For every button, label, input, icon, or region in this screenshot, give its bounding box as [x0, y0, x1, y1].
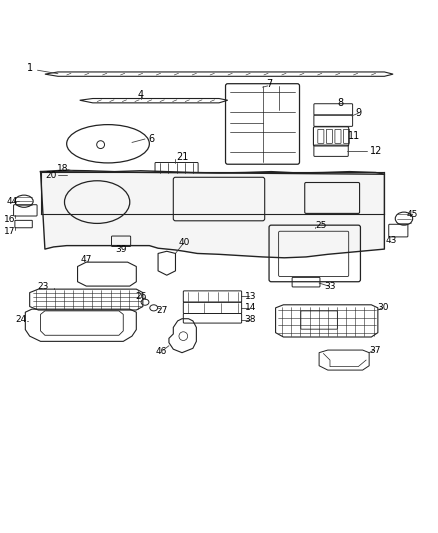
Text: 4: 4 — [138, 90, 144, 100]
Text: 23: 23 — [37, 281, 49, 290]
Text: 30: 30 — [378, 303, 389, 312]
Text: 12: 12 — [370, 146, 382, 156]
Text: 11: 11 — [348, 131, 360, 141]
Text: 40: 40 — [179, 238, 190, 247]
Text: 20: 20 — [46, 171, 57, 180]
Text: 21: 21 — [176, 152, 188, 162]
Text: 44: 44 — [6, 197, 18, 206]
Text: 13: 13 — [244, 292, 256, 301]
Text: 18: 18 — [57, 164, 68, 173]
Text: 14: 14 — [245, 303, 256, 312]
Text: 43: 43 — [385, 236, 396, 245]
Text: 38: 38 — [244, 315, 256, 324]
Text: 17: 17 — [4, 227, 16, 236]
Text: 25: 25 — [316, 221, 327, 230]
Polygon shape — [41, 172, 385, 258]
Text: 46: 46 — [156, 347, 167, 356]
Text: 37: 37 — [369, 345, 381, 354]
Text: 9: 9 — [355, 108, 361, 118]
Text: 24: 24 — [15, 315, 27, 324]
Text: 33: 33 — [325, 281, 336, 290]
Text: 7: 7 — [266, 79, 272, 88]
Text: 45: 45 — [407, 210, 418, 219]
Text: 1: 1 — [27, 63, 33, 74]
Text: 8: 8 — [338, 98, 344, 108]
Text: 47: 47 — [81, 255, 92, 264]
Text: 26: 26 — [136, 292, 147, 301]
Text: 39: 39 — [115, 245, 127, 254]
Text: 27: 27 — [156, 305, 167, 314]
Text: 16: 16 — [4, 215, 16, 224]
Text: 6: 6 — [148, 134, 155, 144]
